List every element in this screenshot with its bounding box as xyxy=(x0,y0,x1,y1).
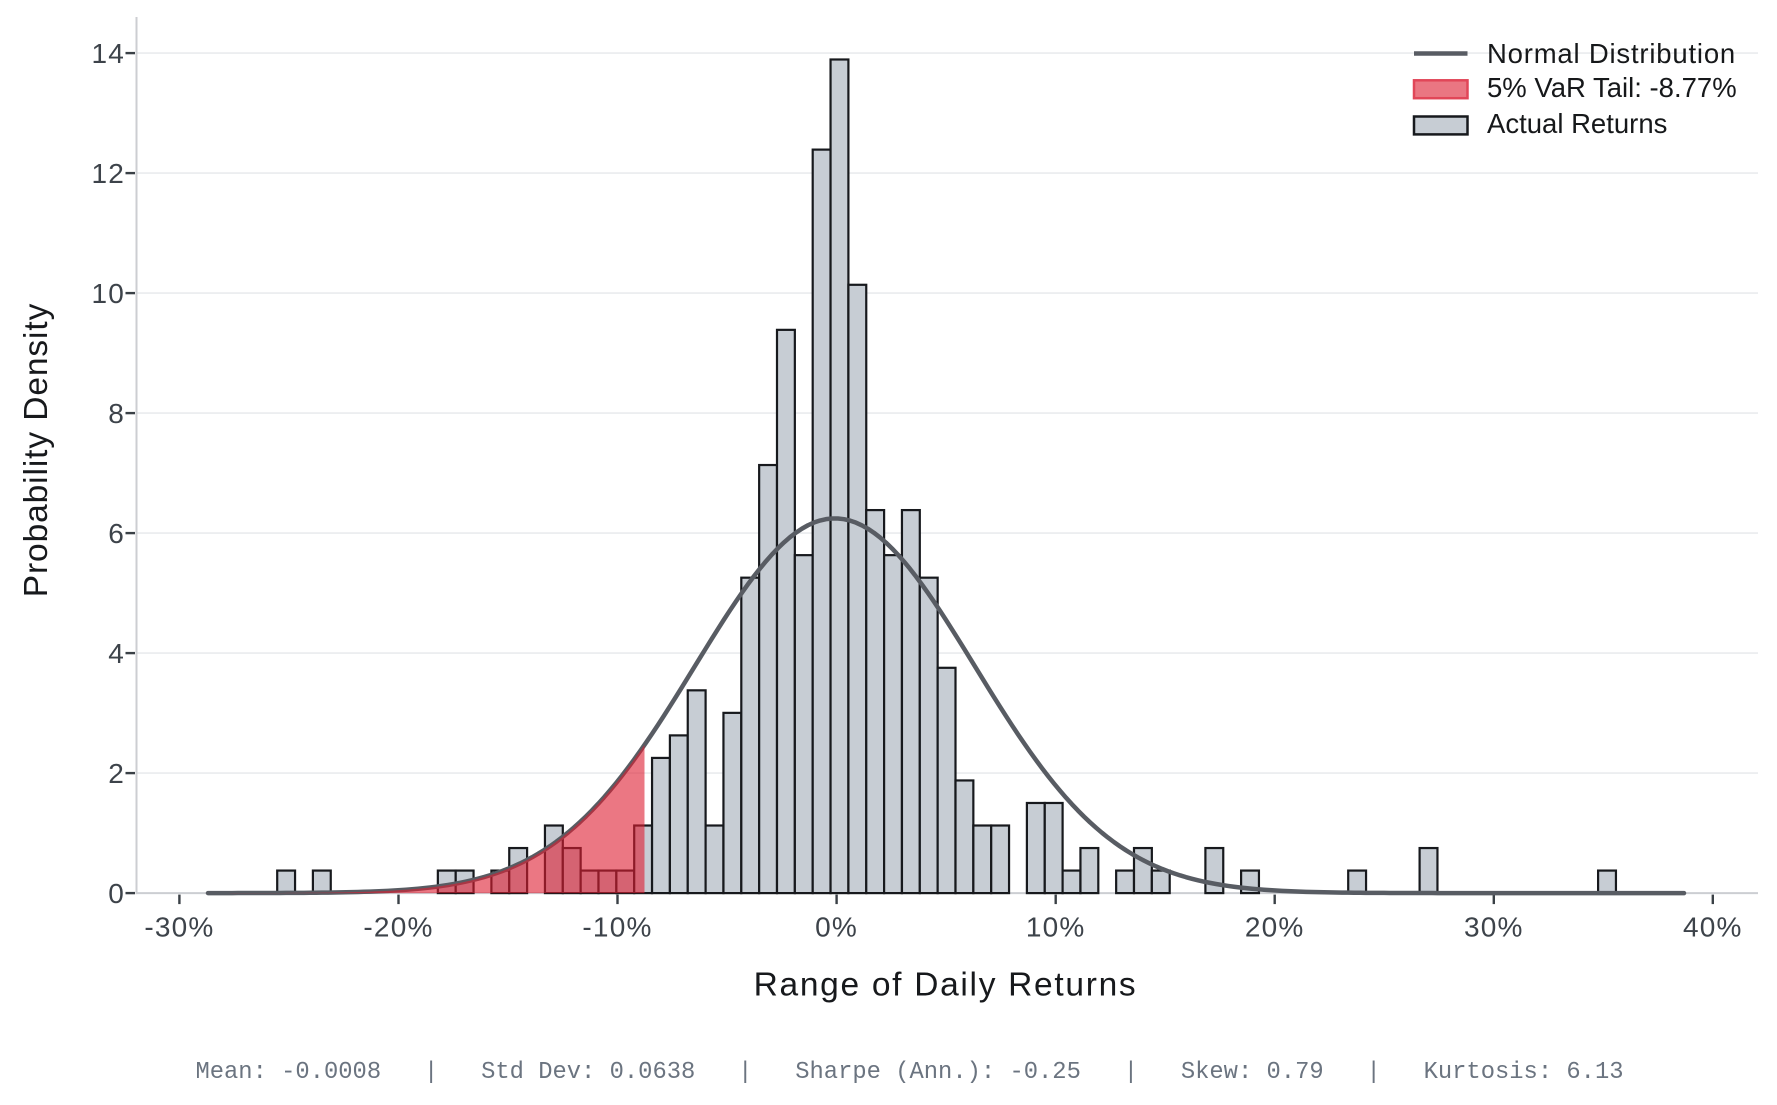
svg-text:20%: 20% xyxy=(1245,912,1305,943)
svg-text:Range of Daily Returns: Range of Daily Returns xyxy=(754,966,1138,1003)
svg-text:2: 2 xyxy=(108,758,125,789)
svg-text:5% VaR Tail: -8.77%: 5% VaR Tail: -8.77% xyxy=(1487,72,1737,103)
svg-text:Actual Returns: Actual Returns xyxy=(1487,108,1667,139)
svg-text:Mean: -0.0008 | Std Dev: 0: Mean: -0.0008 | Std Dev: 0.0638 | Sharpe… xyxy=(195,1059,1623,1086)
svg-text:10: 10 xyxy=(91,278,125,309)
svg-text:6: 6 xyxy=(108,518,125,549)
svg-text:Normal Distribution: Normal Distribution xyxy=(1487,38,1736,69)
svg-text:Probability Density: Probability Density xyxy=(18,303,55,598)
svg-text:0: 0 xyxy=(108,878,125,909)
svg-text:4: 4 xyxy=(108,638,125,669)
svg-text:40%: 40% xyxy=(1683,912,1743,943)
svg-text:30%: 30% xyxy=(1464,912,1524,943)
svg-text:10%: 10% xyxy=(1026,912,1086,943)
svg-text:0%: 0% xyxy=(815,912,858,943)
svg-text:-10%: -10% xyxy=(582,912,652,943)
svg-text:14: 14 xyxy=(91,38,125,69)
svg-text:8: 8 xyxy=(108,398,125,429)
svg-text:12: 12 xyxy=(91,158,125,189)
svg-text:-20%: -20% xyxy=(363,912,433,943)
svg-text:-30%: -30% xyxy=(144,912,214,943)
